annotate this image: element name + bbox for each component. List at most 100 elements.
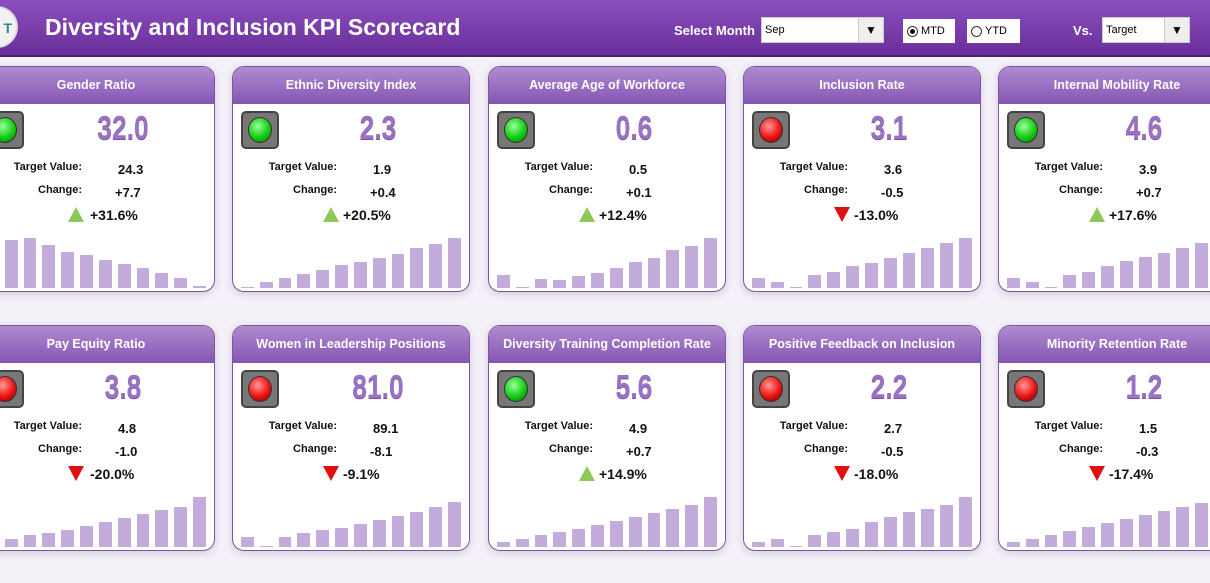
trend-bar — [497, 275, 510, 288]
trend-bar — [1176, 507, 1190, 547]
change-percent: +17.6% — [1109, 207, 1157, 223]
trend-chart — [241, 489, 461, 547]
trend-bar — [846, 266, 859, 288]
traffic-light-icon — [0, 111, 24, 149]
trend-bar — [534, 279, 548, 288]
trend-bar — [1195, 243, 1209, 288]
trend-bar — [864, 522, 878, 547]
trend-bar — [117, 264, 131, 288]
change-percent: -18.0% — [854, 466, 899, 482]
trend-bar — [515, 539, 529, 547]
arrow-down-icon — [1089, 466, 1105, 481]
kpi-title: Women in Leadership Positions — [233, 326, 469, 363]
trend-bar — [335, 265, 348, 288]
vs-select[interactable]: Target ▼ — [1102, 17, 1190, 43]
trend-bar — [827, 532, 841, 547]
trend-bar — [921, 509, 935, 547]
traffic-light-icon — [1007, 370, 1045, 408]
trend-bar — [609, 268, 623, 288]
green-light-icon — [1014, 117, 1038, 143]
change-percent: -17.4% — [1109, 466, 1154, 482]
trend-bar — [515, 287, 529, 288]
trend-bar — [704, 238, 717, 288]
traffic-light-icon — [497, 370, 535, 408]
trend-bar — [1195, 503, 1209, 547]
target-value: 3.9 — [1139, 162, 1158, 177]
ytd-label: YTD — [985, 25, 1007, 37]
month-value: Sep — [765, 24, 785, 36]
red-light-icon — [759, 376, 783, 402]
kpi-title: Positive Feedback on Inclusion — [744, 326, 980, 363]
kpi-title: Internal Mobility Rate — [999, 67, 1210, 104]
vs-label: Vs. — [1073, 23, 1093, 38]
trend-bar — [902, 253, 916, 288]
change-label: Change: — [293, 443, 337, 455]
trend-bar — [448, 238, 461, 288]
trend-bar — [628, 262, 642, 288]
trend-bar — [591, 525, 604, 547]
change-label: Change: — [38, 184, 82, 196]
target-value: 1.9 — [373, 162, 392, 177]
trend-bar — [117, 518, 131, 547]
trend-bar — [1007, 278, 1020, 288]
arrow-up-icon — [323, 207, 339, 222]
arrow-down-icon — [68, 466, 84, 481]
change-value: -1.0 — [115, 444, 138, 459]
trend-bar — [259, 282, 273, 288]
mtd-label: MTD — [921, 25, 945, 37]
trend-chart — [1007, 230, 1210, 288]
trend-bar — [136, 514, 150, 547]
trend-bar — [241, 287, 254, 288]
trend-bar — [372, 258, 386, 288]
mtd-radio[interactable]: MTD — [903, 19, 955, 43]
trend-bar — [685, 505, 699, 547]
trend-bar — [647, 513, 661, 547]
trend-chart — [1007, 489, 1210, 547]
arrow-up-icon — [1089, 207, 1105, 222]
kpi-title: Minority Retention Rate — [999, 326, 1210, 363]
trend-bar — [789, 287, 803, 288]
target-label: Target Value: — [524, 161, 593, 173]
trend-bar — [1138, 257, 1152, 288]
change-percent: -9.1% — [343, 466, 380, 482]
kpi-value: 1.2 — [1125, 368, 1163, 405]
trend-bar — [1082, 527, 1096, 547]
month-select[interactable]: Sep ▼ — [761, 17, 884, 43]
trend-bar — [372, 520, 386, 547]
trend-bar — [553, 532, 567, 547]
kpi-title: Ethnic Diversity Index — [233, 67, 469, 104]
trend-bar — [628, 517, 642, 547]
logo: T — [0, 6, 18, 48]
chevron-down-icon[interactable]: ▼ — [1164, 18, 1189, 42]
trend-chart — [752, 489, 972, 547]
trend-bar — [864, 263, 878, 288]
trend-chart — [497, 489, 717, 547]
change-value: -8.1 — [370, 444, 393, 459]
trend-bar — [572, 276, 586, 288]
change-value: -0.3 — [1136, 444, 1159, 459]
trend-bar — [316, 530, 330, 547]
green-light-icon — [504, 376, 528, 402]
change-percent: -20.0% — [90, 466, 135, 482]
vs-value: Target — [1106, 24, 1137, 36]
trend-bar — [429, 244, 443, 288]
target-label: Target Value: — [524, 420, 593, 432]
trend-bar — [335, 528, 348, 547]
kpi-card: Average Age of Workforce 0.6 Target Valu… — [488, 66, 726, 292]
change-value: +0.4 — [370, 185, 396, 200]
kpi-card: Diversity Training Completion Rate 5.6 T… — [488, 325, 726, 551]
chevron-down-icon[interactable]: ▼ — [858, 18, 883, 42]
trend-bar — [353, 524, 367, 547]
ytd-radio[interactable]: YTD — [967, 19, 1020, 43]
change-label: Change: — [1059, 184, 1103, 196]
trend-bar — [193, 497, 206, 547]
red-light-icon — [759, 117, 783, 143]
trend-bar — [1119, 261, 1133, 288]
red-light-icon — [248, 376, 272, 402]
kpi-card: Ethnic Diversity Index 2.3 Target Value:… — [232, 66, 470, 292]
target-label: Target Value: — [13, 161, 82, 173]
target-value: 1.5 — [1139, 421, 1158, 436]
trend-bar — [808, 275, 822, 288]
trend-bar — [391, 516, 405, 547]
trend-bar — [259, 546, 273, 547]
